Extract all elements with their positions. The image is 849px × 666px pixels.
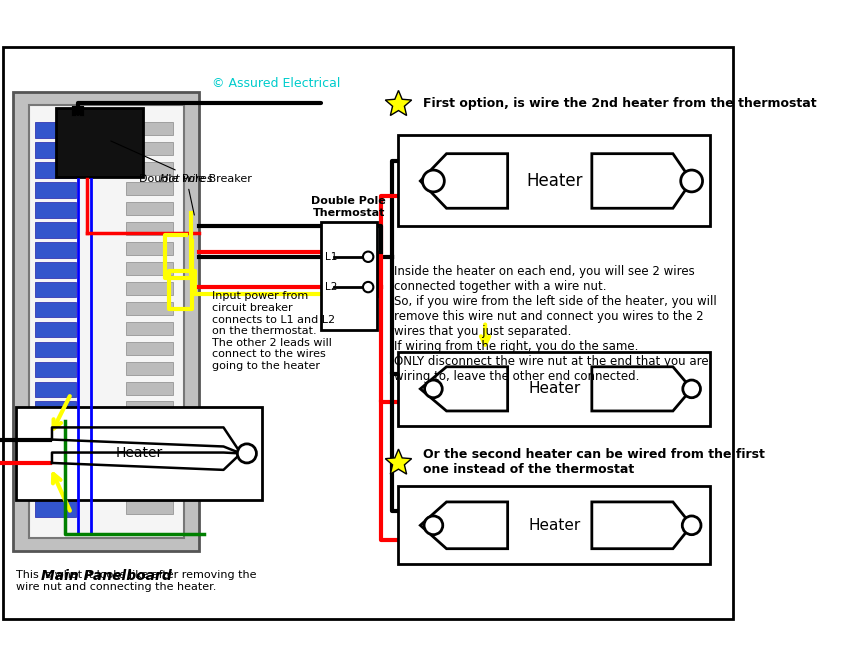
Bar xyxy=(126,222,173,235)
Circle shape xyxy=(681,170,703,192)
Bar xyxy=(126,402,173,414)
Bar xyxy=(126,342,173,355)
Bar xyxy=(126,422,173,434)
Bar xyxy=(126,382,173,394)
Bar xyxy=(35,282,76,298)
Bar xyxy=(35,362,76,377)
Bar xyxy=(35,202,76,218)
Bar xyxy=(126,143,173,155)
Circle shape xyxy=(424,516,443,535)
Bar xyxy=(126,123,173,135)
Bar xyxy=(126,442,173,454)
Bar xyxy=(35,402,76,417)
Text: L2: L2 xyxy=(325,282,337,292)
Text: Double Pole Breaker: Double Pole Breaker xyxy=(111,141,251,184)
Circle shape xyxy=(363,282,374,292)
Bar xyxy=(126,501,173,514)
Polygon shape xyxy=(420,367,508,411)
Bar xyxy=(126,182,173,195)
Bar xyxy=(35,182,76,198)
Circle shape xyxy=(363,252,374,262)
Bar xyxy=(35,382,76,397)
Bar xyxy=(35,262,76,278)
Bar xyxy=(126,481,173,494)
Circle shape xyxy=(683,516,701,535)
Circle shape xyxy=(423,170,444,192)
Circle shape xyxy=(683,380,700,398)
Bar xyxy=(126,322,173,335)
Bar xyxy=(35,342,76,357)
Text: Inside the heater on each end, you will see 2 wires
connected together with a wi: Inside the heater on each end, you will … xyxy=(394,266,717,384)
Polygon shape xyxy=(592,502,692,549)
Bar xyxy=(126,282,173,295)
Bar xyxy=(35,422,76,437)
Polygon shape xyxy=(385,449,412,474)
Polygon shape xyxy=(385,91,412,115)
Bar xyxy=(126,163,173,175)
Circle shape xyxy=(424,380,442,398)
Polygon shape xyxy=(420,154,508,208)
Bar xyxy=(35,123,76,138)
Bar xyxy=(35,322,76,338)
Text: Main Panelboard: Main Panelboard xyxy=(41,569,171,583)
Text: © Assured Electrical: © Assured Electrical xyxy=(212,77,340,90)
Bar xyxy=(126,202,173,215)
Bar xyxy=(35,163,76,178)
Bar xyxy=(35,462,76,477)
Bar xyxy=(15,407,262,500)
Polygon shape xyxy=(420,502,508,549)
Text: Heater: Heater xyxy=(526,172,582,190)
Bar xyxy=(126,462,173,474)
Text: First option, is wire the 2nd heater from the thermostat: First option, is wire the 2nd heater fro… xyxy=(423,97,817,110)
Text: Heater: Heater xyxy=(528,382,581,396)
Bar xyxy=(35,442,76,457)
Bar xyxy=(398,486,711,564)
Bar xyxy=(35,143,76,158)
Bar xyxy=(126,242,173,255)
Circle shape xyxy=(238,444,256,463)
Bar xyxy=(398,352,711,426)
Bar xyxy=(13,92,200,551)
Bar xyxy=(35,242,76,258)
Bar xyxy=(126,262,173,275)
Bar xyxy=(35,302,76,318)
Text: This is what it looks like after removing the
wire nut and connecting the heater: This is what it looks like after removin… xyxy=(15,570,256,592)
Polygon shape xyxy=(592,367,692,411)
Bar xyxy=(398,135,711,226)
Text: Hot wires: Hot wires xyxy=(160,174,213,215)
Text: Or the second heater can be wired from the first
one instead of the thermostat: Or the second heater can be wired from t… xyxy=(423,448,765,476)
Bar xyxy=(35,222,76,238)
Bar xyxy=(321,222,377,330)
Bar xyxy=(29,105,183,538)
Bar xyxy=(56,108,143,177)
Bar xyxy=(126,362,173,374)
Text: L1: L1 xyxy=(325,252,337,262)
Bar xyxy=(126,302,173,315)
Text: Double Pole
Thermostat: Double Pole Thermostat xyxy=(312,196,386,218)
Text: Input power from
circuit breaker
connects to L1 and L2
on the thermostat.
The ot: Input power from circuit breaker connect… xyxy=(212,292,335,371)
Polygon shape xyxy=(592,154,692,208)
Bar xyxy=(35,501,76,517)
Text: Heater: Heater xyxy=(115,446,163,460)
Bar xyxy=(35,481,76,497)
Text: Heater: Heater xyxy=(528,517,581,533)
